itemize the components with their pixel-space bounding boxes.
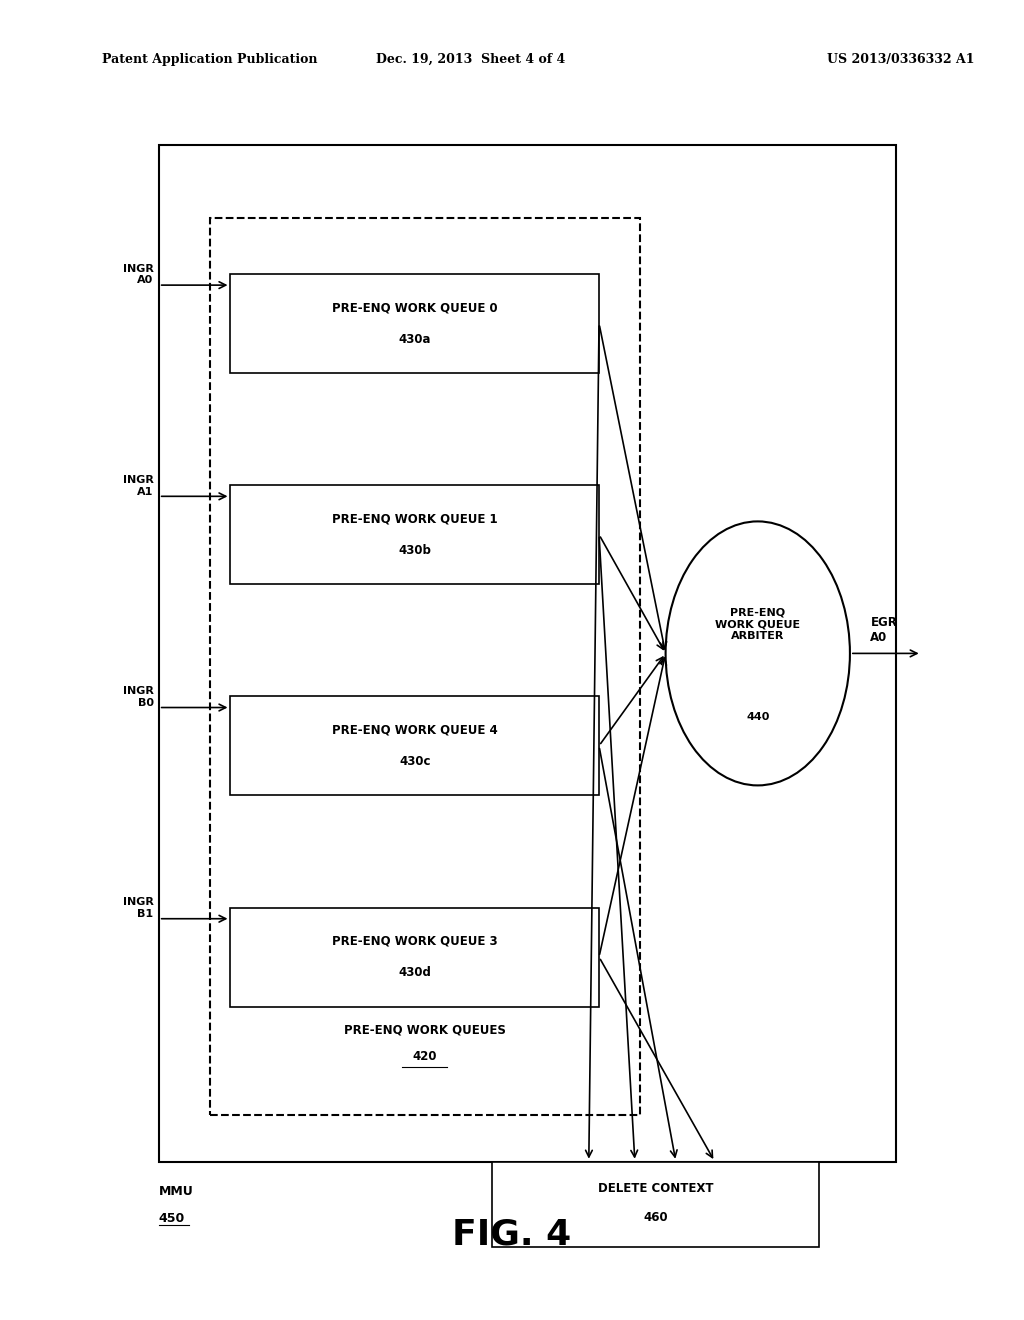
- Text: EGR
A0: EGR A0: [870, 615, 897, 644]
- Text: 420: 420: [413, 1049, 437, 1063]
- Text: 440: 440: [746, 711, 769, 722]
- Ellipse shape: [666, 521, 850, 785]
- Text: 430c: 430c: [399, 755, 430, 768]
- Text: PRE-ENQ WORK QUEUE 0: PRE-ENQ WORK QUEUE 0: [332, 301, 498, 314]
- FancyBboxPatch shape: [492, 1162, 819, 1247]
- Text: INGR
A0: INGR A0: [123, 264, 154, 285]
- Text: INGR
B1: INGR B1: [123, 898, 154, 919]
- Text: PRE-ENQ WORK QUEUES: PRE-ENQ WORK QUEUES: [344, 1023, 506, 1036]
- FancyBboxPatch shape: [230, 275, 599, 372]
- Text: 430d: 430d: [398, 966, 431, 979]
- FancyBboxPatch shape: [230, 908, 599, 1006]
- Text: PRE-ENQ WORK QUEUE 1: PRE-ENQ WORK QUEUE 1: [332, 512, 498, 525]
- FancyBboxPatch shape: [210, 218, 640, 1115]
- Text: Patent Application Publication: Patent Application Publication: [102, 53, 317, 66]
- FancyBboxPatch shape: [230, 486, 599, 583]
- Text: MMU: MMU: [159, 1185, 194, 1199]
- Text: 430b: 430b: [398, 544, 431, 557]
- Text: FIG. 4: FIG. 4: [453, 1217, 571, 1251]
- Text: 460: 460: [643, 1212, 668, 1224]
- Text: Dec. 19, 2013  Sheet 4 of 4: Dec. 19, 2013 Sheet 4 of 4: [377, 53, 565, 66]
- Text: DELETE CONTEXT: DELETE CONTEXT: [598, 1183, 713, 1195]
- Text: INGR
B0: INGR B0: [123, 686, 154, 708]
- Text: US 2013/0336332 A1: US 2013/0336332 A1: [827, 53, 975, 66]
- Text: 430a: 430a: [398, 333, 431, 346]
- Text: PRE-ENQ WORK QUEUE 3: PRE-ENQ WORK QUEUE 3: [332, 935, 498, 948]
- Text: 450: 450: [159, 1212, 185, 1225]
- FancyBboxPatch shape: [230, 697, 599, 795]
- FancyBboxPatch shape: [159, 145, 896, 1162]
- Text: PRE-ENQ WORK QUEUE 4: PRE-ENQ WORK QUEUE 4: [332, 723, 498, 737]
- Text: INGR
A1: INGR A1: [123, 475, 154, 496]
- Text: PRE-ENQ
WORK QUEUE
ARBITER: PRE-ENQ WORK QUEUE ARBITER: [715, 607, 801, 642]
